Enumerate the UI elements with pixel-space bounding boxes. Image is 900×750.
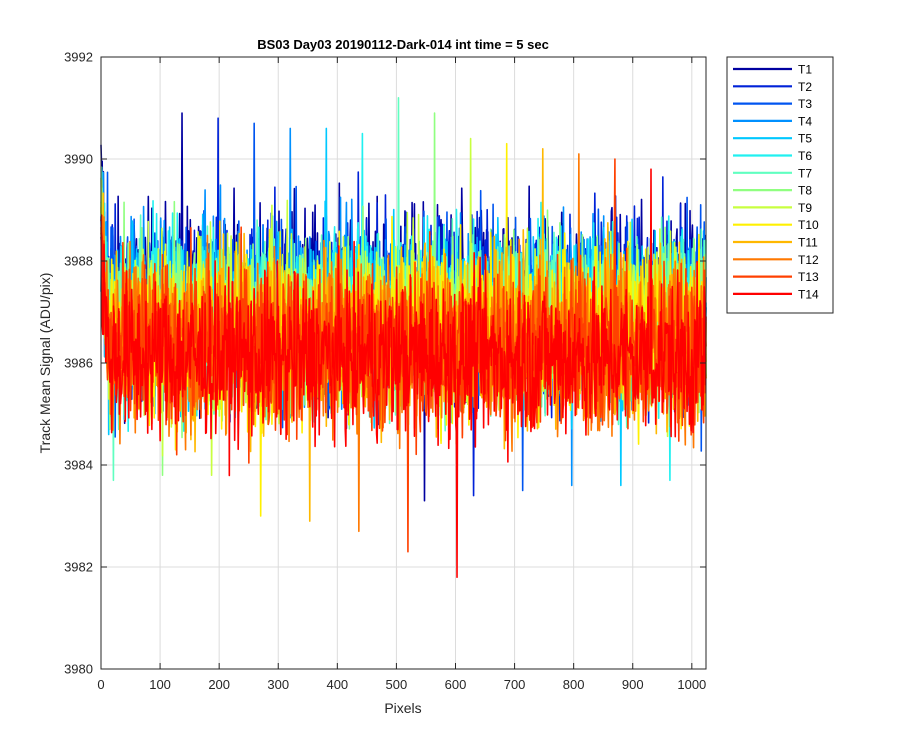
x-tick-label: 200 [208,677,230,692]
legend-label-t4: T4 [798,114,812,128]
x-tick-label: 300 [267,677,289,692]
legend-items: T1 T2 T3 T4 T5 T6 T7 T8 T9 T10 T11 T12 T13 T14 [733,63,819,301]
legend-label-t7: T7 [798,166,812,180]
plot-area: 0 100 200 300 400 500 600 700 800 900 1000 3980398… [64,50,707,692]
x-tick-label: 1000 [677,677,706,692]
y-tick-label: 3986 [64,356,93,371]
legend-label-t8: T8 [798,184,812,198]
y-tick-label: 3984 [64,458,93,473]
legend-label-t1: T1 [798,63,812,77]
x-tick-label: 700 [504,677,526,692]
y-axis-title: Track Mean Signal (ADU/pix) [37,273,53,454]
series-layer [100,97,707,578]
legend-label-t2: T2 [798,80,812,94]
x-tick-label: 100 [149,677,171,692]
x-tick-label: 900 [622,677,644,692]
y-tick-label: 3990 [64,152,93,167]
chart-title: BS03 Day03 20190112-Dark-014 int time = … [257,37,549,52]
legend-label-t14: T14 [798,287,819,301]
y-axis-ticks: 3980 3982 3984 3986 3988 3990 3992 [64,50,706,677]
x-tick-label: 800 [563,677,585,692]
x-axis-title: Pixels [384,700,421,716]
y-tick-label: 3980 [64,662,93,677]
series-line-t14 [100,168,707,578]
legend-label-t5: T5 [798,132,812,146]
legend-label-t12: T12 [798,253,819,267]
legend-box [726,56,834,314]
y-tick-label: 3988 [64,254,93,269]
x-axis-ticks: 0 100 200 300 400 500 600 700 800 900 1000 [97,57,706,692]
legend-label-t3: T3 [798,97,812,111]
legend-label-t10: T10 [798,218,819,232]
y-tick-label: 3982 [64,560,93,575]
legend-label-t6: T6 [798,149,812,163]
x-tick-label: 400 [326,677,348,692]
y-tick-label: 3992 [64,50,93,65]
legend-label-t13: T13 [798,270,819,284]
x-tick-label: 600 [445,677,467,692]
legend: T1 T2 T3 T4 T5 T6 T7 T8 T9 T10 T11 T12 T13 T14 [726,56,834,314]
x-tick-label: 0 [97,677,104,692]
x-tick-label: 500 [386,677,408,692]
legend-label-t9: T9 [798,201,812,215]
legend-label-t11: T11 [798,236,818,250]
